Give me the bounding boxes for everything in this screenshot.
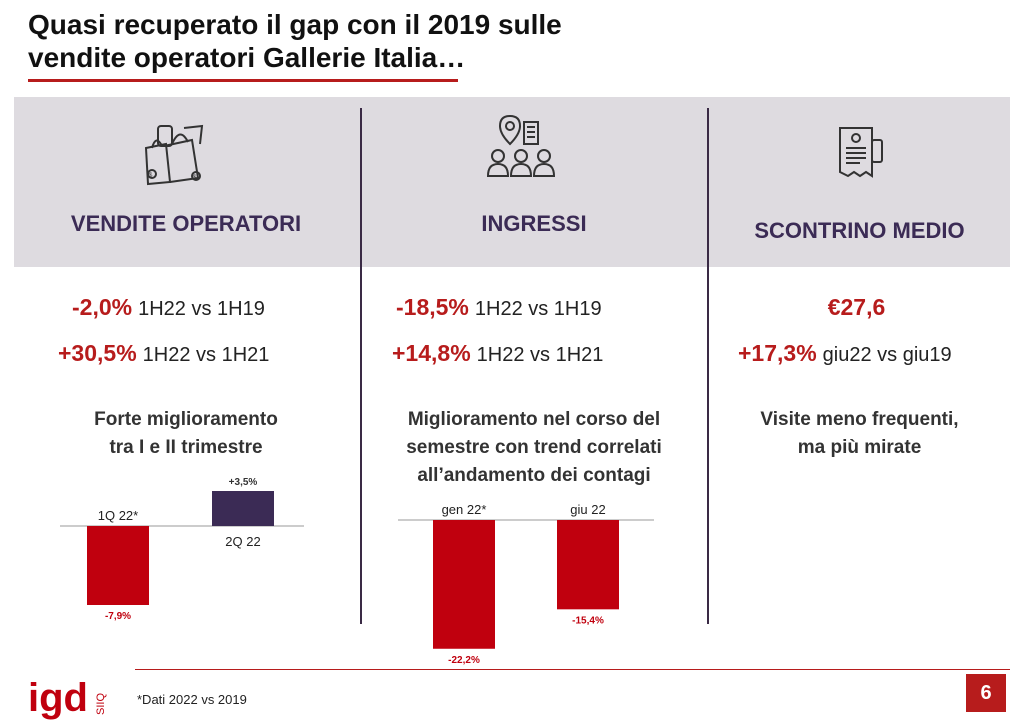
chart-value-label: +3,5%	[229, 477, 258, 488]
footnote: *Dati 2022 vs 2019	[137, 692, 247, 707]
stat-value: -2,0%	[72, 294, 133, 320]
subtitle-line: all’andamento dei contagi	[417, 465, 651, 486]
logo-text: igd	[28, 676, 88, 720]
stat-label: 1H22 vs 1H21	[476, 344, 604, 366]
chart-bar	[87, 526, 149, 605]
chart-bar	[433, 520, 495, 649]
chart-bar	[212, 491, 274, 526]
column-divider-1	[360, 108, 362, 624]
svg-text:$: $	[193, 175, 197, 181]
page-title: Quasi recuperato il gap con il 2019 sull…	[28, 8, 748, 74]
stat-row: €27,6	[709, 294, 1010, 321]
column-subtitle: Forte miglioramento tra I e II trimestre	[14, 406, 358, 462]
title-line-1: Quasi recuperato il gap con il 2019 sull…	[28, 9, 562, 40]
page-number: 6	[966, 674, 1006, 712]
stat-label: 1H22 vs 1H19	[474, 298, 602, 320]
subtitle-line: Miglioramento nel corso del	[407, 409, 661, 430]
subtitle-line: Forte miglioramento	[94, 409, 278, 430]
chart-bar	[557, 520, 619, 610]
stat-value: -18,5%	[396, 294, 469, 320]
stat-row: +14,8% 1H22 vs 1H21	[392, 340, 603, 367]
stat-value: +30,5%	[58, 340, 137, 366]
subtitle-line: ma più mirate	[797, 437, 922, 458]
column-subtitle: Visite meno frequenti, ma più mirate	[709, 406, 1010, 462]
shopping-bags-icon: $ $	[136, 118, 210, 188]
chart-value-label: -15,4%	[572, 615, 604, 626]
receipt-icon	[832, 122, 888, 182]
svg-text:$: $	[149, 173, 153, 179]
people-location-icon	[486, 112, 556, 180]
chart-value-label: -7,9%	[105, 611, 131, 622]
stat-label: giu22 vs giu19	[822, 344, 952, 366]
chart-category-label: gen 22*	[442, 502, 487, 517]
chart-ingressi: gen 22* -22,2% giu 22 -15,4%	[398, 492, 668, 672]
chart-ingressi-svg: gen 22* -22,2% giu 22 -15,4%	[398, 502, 654, 666]
subtitle-line: semestre con trend correlati	[406, 437, 662, 458]
footer-line	[135, 669, 1010, 670]
stat-label: 1H22 vs 1H19	[138, 298, 265, 320]
title-underline	[28, 79, 458, 82]
header-band	[14, 97, 1010, 267]
column-title-ingressi: INGRESSI	[481, 211, 587, 236]
chart-category-label: 2Q 22	[225, 534, 260, 549]
logo-sub: SIIQ	[95, 693, 107, 715]
subtitle-line: Visite meno frequenti,	[760, 409, 959, 430]
title-line-2: vendite operatori Gallerie Italia…	[28, 42, 466, 73]
chart-vendite-svg: 1Q 22* -7,9% 2Q 22 +3,5%	[60, 477, 304, 622]
stat-label: 1H22 vs 1H21	[142, 344, 270, 366]
stat-row: +30,5% 1H22 vs 1H21	[58, 340, 269, 367]
stat-value: +17,3%	[738, 340, 817, 366]
chart-vendite: 1Q 22* -7,9% 2Q 22 +3,5%	[60, 470, 320, 630]
chart-value-label: -22,2%	[448, 655, 480, 666]
chart-category-label: 1Q 22*	[98, 508, 138, 523]
column-title-scontrino: SCONTRINO MEDIO	[754, 218, 965, 243]
stat-row: -18,5% 1H22 vs 1H19	[396, 294, 602, 321]
stat-row: -2,0% 1H22 vs 1H19	[72, 294, 265, 321]
igd-logo: igd SIIQ	[28, 673, 128, 721]
chart-category-label: giu 22	[570, 502, 605, 517]
stat-value: €27,6	[827, 294, 886, 320]
stat-value: +14,8%	[392, 340, 471, 366]
column-title-vendite: VENDITE OPERATORI	[70, 211, 302, 236]
subtitle-line: tra I e II trimestre	[109, 437, 263, 458]
stat-row: +17,3% giu22 vs giu19	[738, 340, 952, 367]
column-divider-2	[707, 108, 709, 624]
column-subtitle: Miglioramento nel corso del semestre con…	[362, 406, 706, 490]
